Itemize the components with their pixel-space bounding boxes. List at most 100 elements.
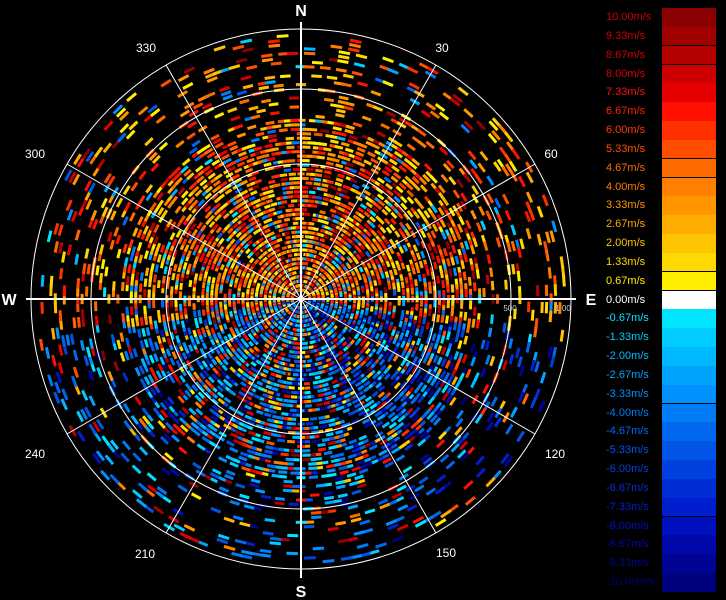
- velocity-cell: [339, 238, 347, 245]
- velocity-cell: [214, 304, 219, 311]
- velocity-cell: [132, 227, 139, 237]
- velocity-cell: [120, 452, 130, 463]
- velocity-cell: [390, 372, 397, 381]
- velocity-cell: [342, 234, 349, 241]
- velocity-cell: [370, 157, 379, 165]
- velocity-cell: [61, 251, 66, 263]
- velocity-cell: [231, 320, 237, 327]
- velocity-cell: [264, 517, 276, 523]
- velocity-cell: [356, 543, 369, 549]
- velocity-cell: [308, 475, 319, 480]
- velocity-cell: [399, 274, 404, 282]
- velocity-cell: [209, 472, 220, 480]
- velocity-cell: [143, 289, 147, 298]
- velocity-cell: [383, 323, 389, 330]
- velocity-cell: [143, 338, 149, 348]
- velocity-cell: [320, 187, 328, 192]
- velocity-cell: [330, 398, 338, 404]
- velocity-cell: [65, 199, 73, 212]
- velocity-cell: [448, 361, 456, 371]
- velocity-cell: [200, 202, 209, 210]
- velocity-cell: [204, 391, 212, 400]
- velocity-cell: [220, 90, 232, 97]
- velocity-cell: [442, 247, 449, 257]
- velocity-cell: [87, 370, 95, 381]
- velocity-cell: [224, 309, 229, 316]
- velocity-cell: [234, 314, 239, 321]
- velocity-cell: [411, 365, 418, 374]
- velocity-cell: [354, 455, 364, 462]
- velocity-cell: [244, 414, 253, 421]
- velocity-cell: [281, 338, 287, 343]
- velocity-cell: [470, 343, 476, 353]
- velocity-cell: [143, 376, 151, 386]
- velocity-cell: [388, 404, 397, 413]
- velocity-cell: [326, 193, 335, 199]
- velocity-cell: [259, 548, 272, 554]
- velocity-cell: [349, 554, 362, 560]
- velocity-cell: [314, 173, 323, 178]
- velocity-cell: [383, 176, 392, 184]
- velocity-cell: [439, 370, 447, 379]
- velocity-cell: [172, 423, 182, 432]
- velocity-cell: [170, 188, 179, 198]
- velocity-cell: [289, 105, 300, 109]
- velocity-cell: [186, 369, 194, 378]
- velocity-cell: [353, 402, 362, 409]
- velocity-cell: [308, 466, 318, 471]
- velocity-cell: [183, 168, 192, 177]
- velocity-cell: [207, 214, 215, 222]
- velocity-cell: [102, 287, 107, 297]
- velocity-cell: [379, 226, 387, 234]
- velocity-cell: [382, 457, 392, 465]
- velocity-cell: [296, 332, 301, 337]
- velocity-cell: [417, 274, 422, 282]
- velocity-cell: [437, 304, 441, 313]
- velocity-cell: [265, 217, 273, 223]
- velocity-cell: [288, 345, 294, 350]
- legend-swatch: [662, 234, 716, 253]
- velocity-cell: [318, 415, 326, 420]
- velocity-cell: [223, 544, 236, 552]
- velocity-cell: [216, 537, 229, 545]
- velocity-cell: [88, 182, 96, 194]
- velocity-cell: [108, 314, 112, 324]
- velocity-cell: [290, 127, 300, 132]
- velocity-cell: [219, 284, 224, 291]
- velocity-cell: [325, 357, 332, 363]
- velocity-cell: [402, 421, 412, 430]
- velocity-cell: [435, 255, 441, 264]
- velocity-cell: [347, 286, 352, 292]
- velocity-cell: [333, 214, 341, 220]
- velocity-cell: [248, 195, 256, 202]
- velocity-cell: [455, 230, 462, 241]
- velocity-cell: [346, 319, 352, 326]
- velocity-cell: [417, 201, 425, 210]
- legend-label: -5.33m/s: [606, 444, 649, 457]
- legend-label: 9.33m/s: [606, 29, 646, 42]
- velocity-cell: [127, 264, 132, 274]
- velocity-cell: [218, 237, 225, 245]
- velocity-cell: [286, 190, 294, 195]
- velocity-cell: [342, 408, 351, 414]
- velocity-cell: [218, 256, 224, 264]
- velocity-cell: [205, 265, 210, 273]
- velocity-cell: [271, 473, 281, 479]
- velocity-cell: [247, 332, 254, 339]
- velocity-cell: [169, 232, 176, 241]
- velocity-cell: [327, 256, 333, 262]
- legend-swatch: [662, 121, 716, 140]
- velocity-cell: [47, 374, 54, 387]
- velocity-cell: [452, 321, 458, 331]
- legend-swatch: [662, 403, 716, 423]
- velocity-cell: [384, 205, 392, 213]
- velocity-cell: [109, 210, 117, 221]
- velocity-cell: [306, 359, 313, 363]
- velocity-cell: [517, 391, 525, 403]
- velocity-cell: [326, 468, 336, 473]
- velocity-cell: [84, 406, 92, 418]
- velocity-cell: [375, 381, 383, 389]
- velocity-cell: [316, 155, 325, 160]
- velocity-cell: [276, 397, 284, 402]
- velocity-cell: [106, 231, 113, 243]
